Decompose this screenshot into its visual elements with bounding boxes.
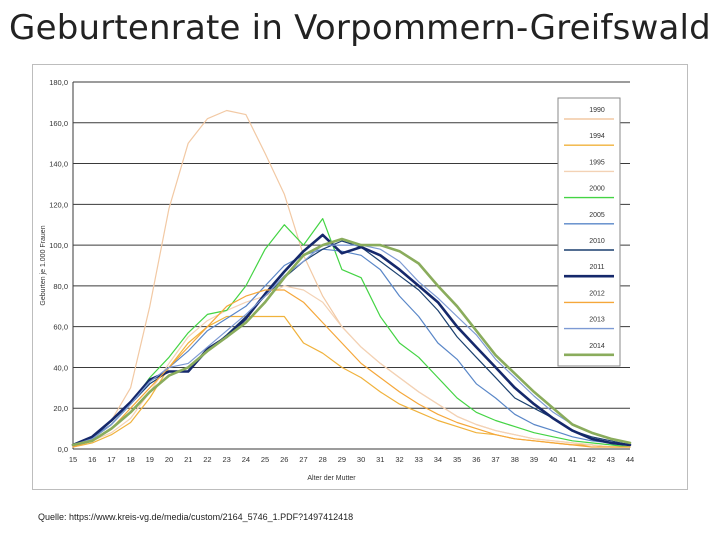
series-line-2014 xyxy=(71,237,632,447)
legend-label-1990: 1990 xyxy=(589,107,605,114)
x-tick-label: 20 xyxy=(165,455,173,464)
x-tick-label: 38 xyxy=(511,455,519,464)
x-tick-label: 29 xyxy=(338,455,346,464)
legend-label-1994: 1994 xyxy=(589,133,605,140)
source-citation: Quelle: https://www.kreis-vg.de/media/cu… xyxy=(38,512,354,522)
x-tick-label: 19 xyxy=(146,455,154,464)
x-tick-label: 30 xyxy=(357,455,365,464)
legend-label-1995: 1995 xyxy=(589,159,605,166)
legend-box xyxy=(557,97,621,367)
legend-label-2014: 2014 xyxy=(589,343,605,350)
x-tick-label: 37 xyxy=(491,455,499,464)
x-tick-label: 41 xyxy=(568,455,576,464)
y-axis-label: Geburten je 1.000 Frauen xyxy=(40,225,47,305)
x-tick-label: 40 xyxy=(549,455,557,464)
x-tick-label: 17 xyxy=(107,455,115,464)
series-line-2013 xyxy=(72,244,631,446)
x-tick-label: 34 xyxy=(434,455,442,464)
x-tick-label: 22 xyxy=(203,455,211,464)
y-tick-label: 160,0 xyxy=(49,119,68,128)
y-tick-label: 100,0 xyxy=(49,241,68,250)
x-tick-label: 16 xyxy=(88,455,96,464)
x-tick-label: 23 xyxy=(222,455,230,464)
x-tick-label: 44 xyxy=(626,455,634,464)
y-tick-label: 80,0 xyxy=(53,282,68,291)
legend-label-2011: 2011 xyxy=(589,264,604,271)
x-tick-label: 26 xyxy=(280,455,288,464)
x-tick-label: 25 xyxy=(261,455,269,464)
legend-label-2005: 2005 xyxy=(589,212,605,219)
series-line-2005 xyxy=(72,248,631,446)
y-tick-label: 180,0 xyxy=(49,78,68,87)
y-tick-label: 0,0 xyxy=(58,445,68,454)
x-tick-label: 43 xyxy=(607,455,615,464)
chart-frame: 0,0 20,0 40,0 60,0 80,0 100,0 120,0 140,0 160,0 1… xyxy=(32,64,688,490)
y-tick-label: 20,0 xyxy=(53,404,68,413)
legend-label-2000: 2000 xyxy=(589,186,605,193)
y-tick-label: 120,0 xyxy=(49,200,68,209)
x-tick-label: 31 xyxy=(376,455,384,464)
x-tick-label: 27 xyxy=(299,455,307,464)
x-tick-label: 35 xyxy=(453,455,461,464)
x-tick-label: 42 xyxy=(587,455,595,464)
x-tick-label: 15 xyxy=(69,455,77,464)
series-line-1990 xyxy=(72,109,631,448)
legend-label-2012: 2012 xyxy=(589,290,605,297)
x-tick-label: 36 xyxy=(472,455,480,464)
series-line-2012 xyxy=(72,289,631,448)
x-tick-label: 32 xyxy=(395,455,403,464)
y-tick-label: 60,0 xyxy=(53,323,68,332)
series-line-1995 xyxy=(72,285,631,448)
slide-title: Geburtenrate in Vorpommern-Greifswald xyxy=(9,8,711,48)
birth-rate-line-chart: 0,0 20,0 40,0 60,0 80,0 100,0 120,0 140,0 160,0 1… xyxy=(40,78,634,482)
x-tick-label: 18 xyxy=(126,455,134,464)
x-tick-label: 28 xyxy=(319,455,327,464)
series-line-2000 xyxy=(72,218,631,448)
y-tick-label: 140,0 xyxy=(49,160,68,169)
y-tick-label: 40,0 xyxy=(53,363,68,372)
x-axis-label: Alter der Mutter xyxy=(307,475,356,482)
x-tick-label: 39 xyxy=(530,455,538,464)
legend-label-2010: 2010 xyxy=(589,238,605,245)
x-tick-label: 33 xyxy=(415,455,423,464)
legend-label-2013: 2013 xyxy=(589,317,605,324)
x-tick-label: 24 xyxy=(242,455,250,464)
x-tick-label: 21 xyxy=(184,455,192,464)
series-line-2011 xyxy=(71,233,632,447)
